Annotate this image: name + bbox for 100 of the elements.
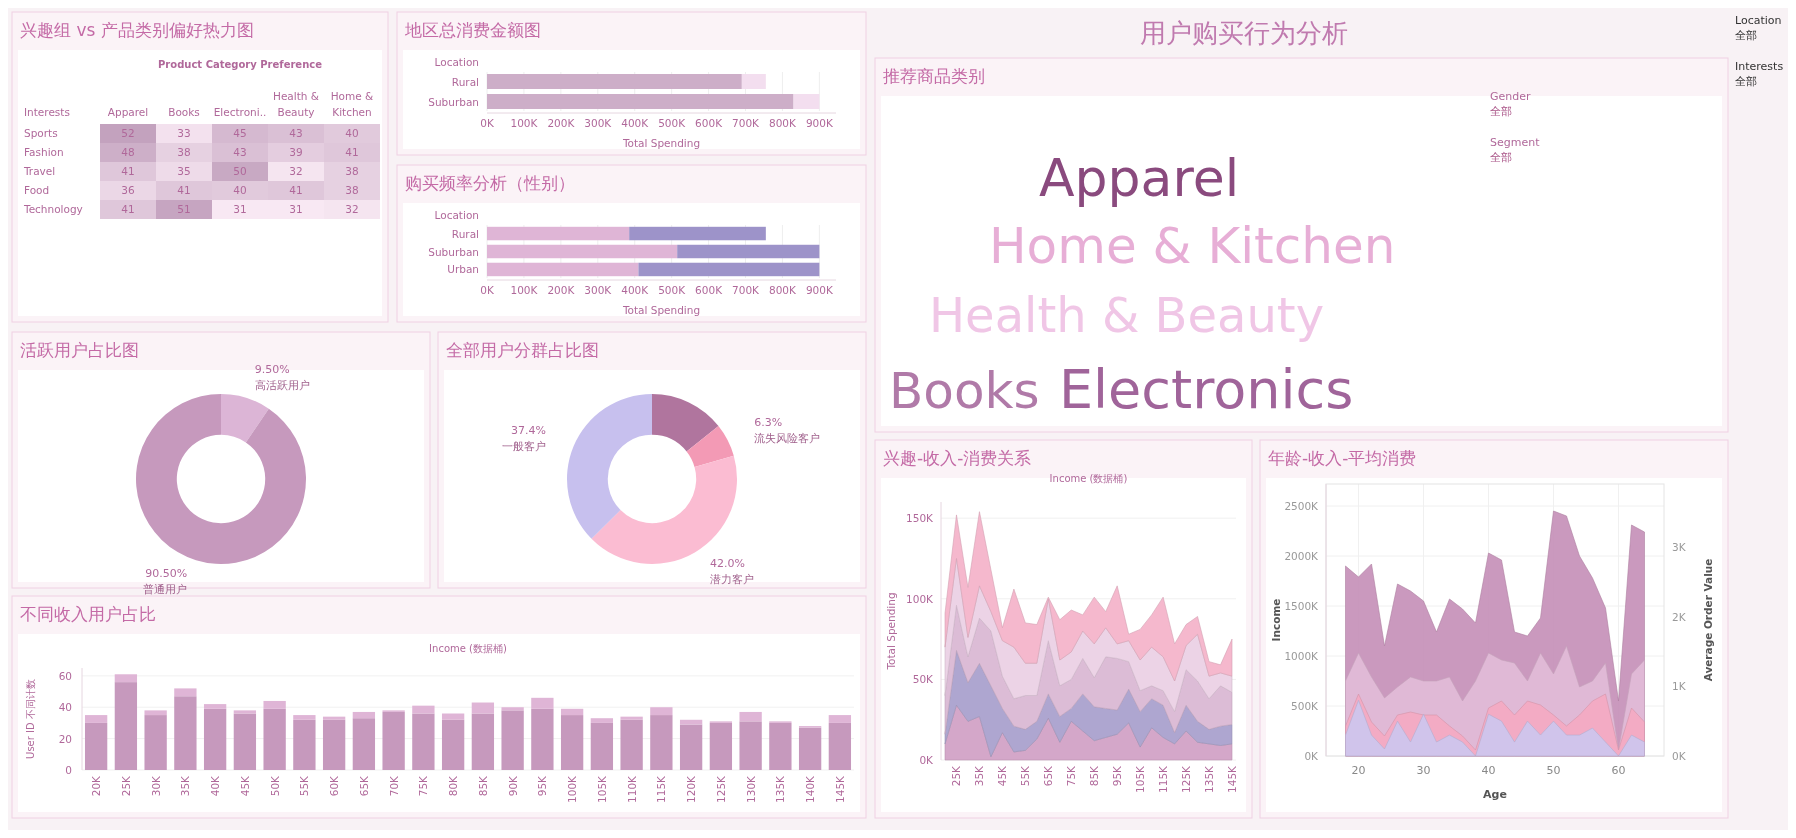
y-tick-label: Food	[24, 184, 50, 196]
x-tick-label: 40K	[209, 774, 222, 797]
bar	[174, 688, 197, 697]
x-axis-title: Total Spending	[621, 137, 701, 149]
data-label: 41	[121, 203, 135, 215]
bar	[487, 262, 639, 277]
bar	[471, 713, 495, 770]
data-label: 35	[177, 165, 191, 177]
x-tick-label: 400K	[621, 284, 650, 296]
bar	[590, 718, 614, 723]
bar	[487, 94, 794, 109]
y-axis-title: Income	[1270, 598, 1282, 642]
x-tick-label: 120K	[685, 774, 698, 803]
bar	[679, 724, 703, 770]
x-tick-label: 600K	[695, 117, 724, 129]
x-tick-label: 115K	[655, 774, 668, 803]
data-label: 41	[177, 184, 191, 196]
x-tick-label: 125K	[714, 774, 727, 803]
bar	[501, 710, 524, 770]
data-label: 45	[233, 127, 247, 139]
donut-slice	[652, 394, 719, 452]
bar	[114, 674, 138, 683]
x-tick-label: Electroni..	[213, 106, 267, 118]
y-axis-title: Location	[434, 56, 479, 68]
data-label: 37.4%	[510, 423, 546, 437]
y-tick-label: Sports	[24, 127, 58, 139]
x-tick-label: 85K	[476, 774, 489, 797]
y-axis-title: Interests	[24, 106, 70, 118]
data-label: 6.3%	[754, 416, 783, 430]
bar	[84, 715, 108, 723]
bar	[620, 716, 643, 720]
bar	[793, 94, 820, 109]
bar	[203, 708, 227, 770]
data-label: 43	[233, 146, 247, 158]
x-tick-label: 135K	[774, 774, 787, 803]
slice-label: 潜力客户	[709, 573, 754, 586]
x-tick-label: 35K	[179, 774, 192, 797]
data-label: 38	[345, 165, 359, 177]
x-tick-label: 500K	[658, 117, 687, 129]
bar	[487, 226, 630, 241]
donut-slice	[686, 426, 734, 467]
x-tick-label: 100K	[510, 284, 539, 296]
chart-title: 兴趣组 vs 产品类别偏好热力图	[20, 20, 254, 40]
x-tick-label: 40	[1481, 764, 1496, 777]
data-label: 33	[177, 127, 191, 139]
bar	[638, 262, 820, 277]
donut-slice	[567, 394, 652, 539]
data-label: 38	[177, 146, 191, 158]
x-tick-label: 100K	[566, 774, 579, 803]
text: 全部	[1735, 29, 1757, 41]
bar	[487, 74, 742, 89]
x-tick-label: 135K	[1203, 764, 1216, 793]
x-tick-label: 900K	[805, 284, 834, 296]
y2-tick-label: 0K	[1672, 750, 1687, 762]
x-tick-label: 145K	[833, 774, 846, 803]
x-tick-label: 800K	[768, 284, 798, 296]
text: Gender	[1490, 90, 1532, 103]
bar	[560, 715, 584, 770]
x-tick-label: 200K	[547, 284, 576, 296]
x-tick-label: 300K	[584, 117, 613, 129]
bar	[741, 74, 766, 89]
bar	[501, 707, 524, 711]
bar	[709, 722, 733, 770]
y2-tick-label: 1K	[1672, 680, 1687, 693]
data-label: 32	[345, 203, 359, 215]
bar	[650, 715, 673, 770]
bar	[203, 704, 227, 709]
data-label: 38	[345, 184, 359, 196]
x-tick-label: 55K	[298, 774, 311, 797]
donut-slice	[136, 394, 306, 564]
x-axis-title: Income (数据桶)	[429, 643, 507, 654]
x-tick-label: 90K	[506, 774, 519, 797]
text: 全部	[1490, 105, 1512, 117]
bar	[441, 713, 465, 720]
x-tick-label: 400K	[621, 117, 650, 129]
bar	[828, 722, 852, 770]
data-label: 9.50%	[254, 362, 290, 376]
bar	[114, 682, 138, 770]
y-tick-label: 2500K	[1284, 500, 1320, 512]
x-tick-label: 30	[1416, 764, 1431, 777]
chart-title: 活跃用户占比图	[20, 340, 139, 360]
x-tick-label: 65K	[357, 774, 370, 797]
chart-title: 不同收入用户占比	[20, 604, 156, 624]
bar	[739, 711, 762, 722]
slice-label: 普通用户	[143, 583, 188, 596]
x-tick-label: 20K	[90, 774, 103, 797]
bar	[828, 715, 852, 723]
bar	[739, 721, 762, 770]
bar	[769, 722, 792, 770]
x-tick-label: 700K	[732, 117, 761, 129]
bar	[629, 226, 766, 241]
text: 全部	[1735, 75, 1757, 87]
y-tick-label: Suburban	[428, 245, 479, 258]
x-tick-label: 105K	[1134, 764, 1147, 793]
x-tick-label: Apparel	[107, 106, 149, 118]
x-tick-label: 25K	[119, 774, 132, 797]
category-label: Books	[889, 362, 1040, 420]
y-tick-label: 60	[58, 669, 72, 682]
y-axis-title: Location	[434, 209, 479, 221]
bar	[650, 707, 673, 716]
